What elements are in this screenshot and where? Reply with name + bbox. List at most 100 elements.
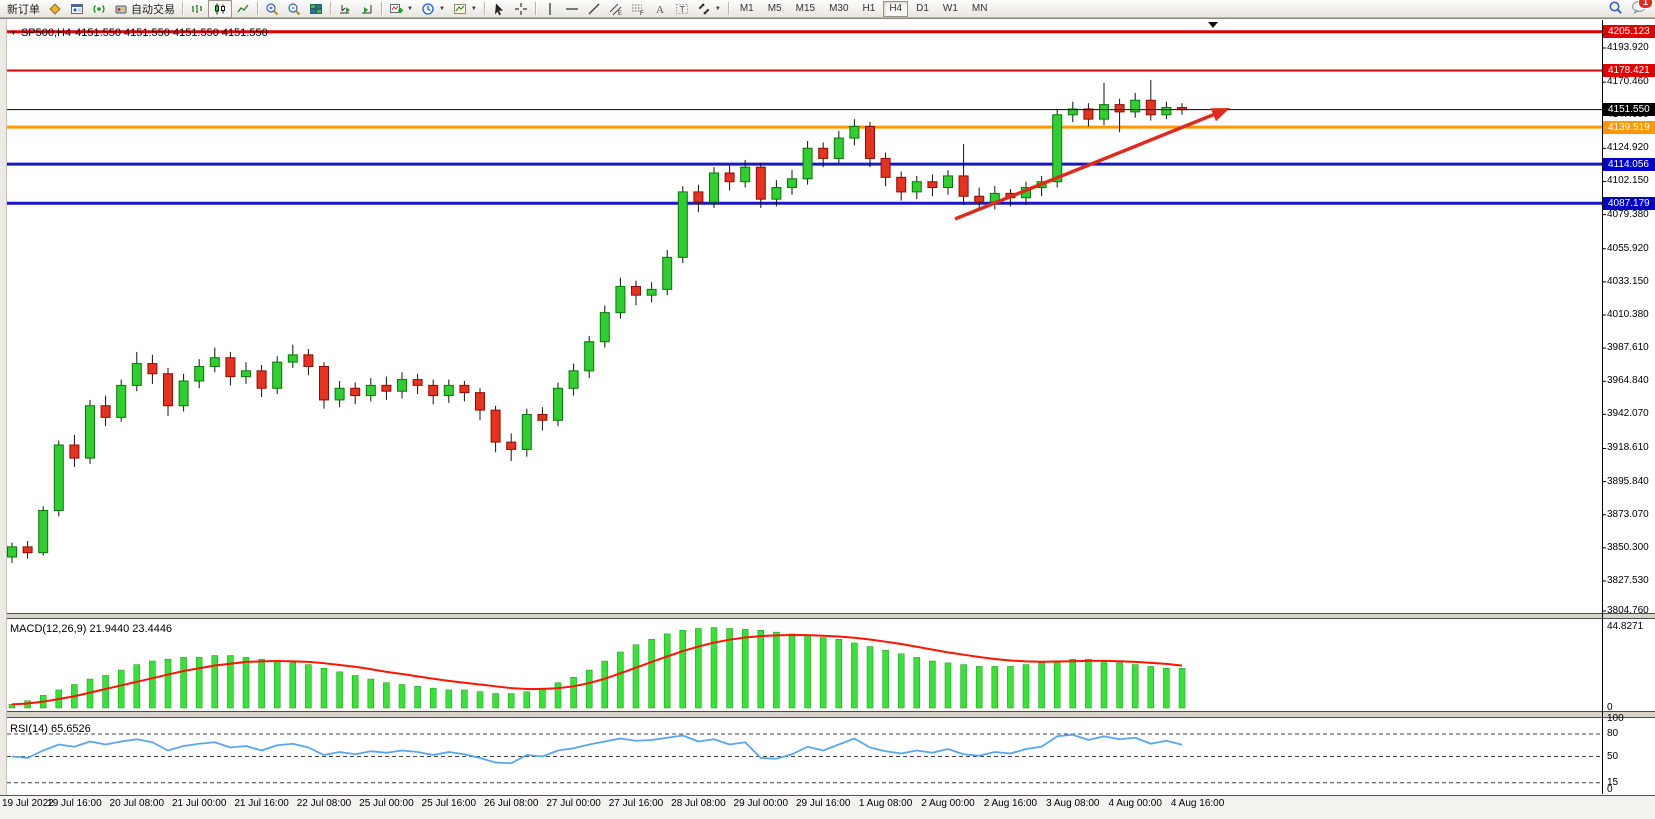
time-axis[interactable]	[0, 795, 1655, 819]
line-chart-type-icon[interactable]	[232, 1, 254, 17]
candlestick	[849, 125, 860, 139]
bar-chart-type-icon[interactable]	[186, 1, 208, 17]
price-tick-label: 4033.150	[1607, 275, 1649, 287]
templates-button[interactable]: ▼	[449, 1, 481, 17]
autotrade-button[interactable]: 自动交易	[110, 1, 179, 17]
trendline-tool-icon[interactable]	[583, 1, 605, 17]
macd-histogram-bar	[1147, 666, 1155, 709]
timeframe-button-m5[interactable]: M5	[767, 2, 782, 14]
candlestick	[178, 380, 189, 407]
svg-text:F: F	[640, 11, 644, 16]
macd-histogram-bar	[523, 691, 531, 709]
notifications-button[interactable]: 1	[1631, 0, 1653, 17]
timeframe-button-h4[interactable]: H4	[883, 0, 909, 17]
date-tick-label: 21 Jul 00:00	[171, 798, 227, 809]
horizontal-line-tool-icon[interactable]	[561, 1, 583, 17]
candlestick	[85, 405, 95, 459]
candlestick	[631, 285, 641, 296]
macd-histogram-bar	[149, 660, 156, 709]
timeframe-button-d1[interactable]: D1	[916, 2, 929, 14]
macd-histogram-bar	[554, 682, 562, 709]
toolbar-separator	[534, 2, 536, 15]
search-icon[interactable]	[1608, 0, 1623, 18]
timeframe-button-w1[interactable]: W1	[942, 2, 958, 14]
zoom-out-icon[interactable]	[283, 1, 305, 17]
macd-histogram-bar	[929, 660, 936, 709]
timeframe-button-mn[interactable]: MN	[971, 2, 988, 14]
price-tick-label: 3964.840	[1607, 375, 1649, 387]
news-broadcast-icon[interactable]	[88, 1, 110, 17]
candlestick-chart-type-icon[interactable]	[208, 0, 232, 18]
candlestick	[662, 256, 673, 290]
auto-scroll-icon[interactable]	[334, 1, 356, 17]
cursor-tool-icon[interactable]	[488, 1, 510, 17]
text-tool-icon[interactable]: A	[649, 1, 671, 17]
channel-tool-icon[interactable]: E	[605, 1, 627, 17]
macd-histogram-bar	[1116, 662, 1123, 709]
rsi-tick-label: 50	[1607, 750, 1619, 762]
panel-splitter[interactable]	[0, 614, 1655, 618]
fibonacci-tool-icon[interactable]: F	[627, 1, 649, 17]
macd-histogram-bar	[398, 684, 406, 709]
terminal-window-icon[interactable]	[66, 1, 88, 17]
macd-histogram-bar	[819, 637, 827, 709]
macd-histogram-bar	[289, 662, 297, 709]
chevron-down-icon: ▼	[10, 29, 17, 37]
periods-clock-button[interactable]: ▼	[417, 1, 449, 17]
panel-splitter[interactable]	[0, 712, 1655, 717]
timeframe-button-m1[interactable]: M1	[739, 2, 754, 14]
price-tick-label: 4102.150	[1607, 175, 1649, 187]
macd-histogram-bar	[211, 655, 219, 709]
chart-profile-icon[interactable]	[44, 1, 66, 17]
tile-windows-icon[interactable]	[305, 1, 327, 17]
candlestick	[272, 361, 283, 389]
macd-histogram-bar	[632, 644, 640, 709]
timeframe-button-m15[interactable]: M15	[795, 2, 816, 14]
new-order-button[interactable]: 新订单	[3, 1, 44, 17]
price-tick-label: 3827.530	[1607, 574, 1649, 586]
date-tick-label: 29 Jul 00:00	[733, 798, 789, 809]
candlestick	[319, 365, 329, 401]
candlestick	[787, 178, 797, 189]
candlestick	[1130, 99, 1141, 113]
macd-histogram-bar	[991, 666, 999, 709]
timeframe-button-h1[interactable]: H1	[862, 2, 876, 14]
vertical-line-tool-icon[interactable]	[539, 1, 561, 17]
date-tick-label: 2 Aug 00:00	[921, 798, 975, 809]
macd-histogram-bar	[804, 635, 811, 709]
price-tick-label: 3942.070	[1607, 408, 1649, 420]
macd-tick-label: 44.8271	[1607, 620, 1644, 632]
date-tick-label: 21 Jul 16:00	[234, 798, 289, 809]
add-indicator-button[interactable]: ▼	[385, 1, 417, 17]
chevron-down-icon: ▼	[438, 5, 445, 12]
macd-histogram-bar	[726, 628, 733, 709]
candlestick	[350, 387, 361, 397]
zoom-in-icon[interactable]	[261, 1, 283, 17]
macd-tick-label: 0	[1607, 702, 1613, 713]
arrows-tool-button[interactable]: ▼	[693, 1, 725, 17]
trend-arrow-head[interactable]	[1210, 108, 1230, 122]
rsi-tick-label: 100	[1607, 713, 1624, 724]
chart-symbol-title[interactable]: ▼ SP500,H4 4151.550 4151.550 4151.550 41…	[10, 27, 268, 39]
crosshair-tool-icon[interactable]	[510, 1, 532, 17]
price-badge: 4139.519	[1603, 120, 1655, 134]
macd-histogram-bar	[897, 653, 905, 709]
candlestick	[22, 546, 33, 554]
macd-histogram-bar	[570, 677, 577, 709]
candlestick	[428, 384, 439, 397]
date-tick-label: 27 Jul 16:00	[608, 798, 664, 809]
timeframe-button-m30[interactable]: M30	[829, 2, 849, 14]
candlestick	[771, 187, 782, 200]
trend-arrow-line[interactable]	[954, 113, 1214, 221]
timeframe-switcher: M1 M5 M15 M30 H1 H4 D1 W1 MN	[734, 0, 994, 17]
label-tool-icon[interactable]: T	[671, 1, 693, 17]
candlestick	[709, 172, 719, 203]
macd-histogram-bar	[102, 675, 109, 709]
chart-canvas[interactable]	[0, 19, 1655, 818]
macd-histogram-bar	[445, 689, 453, 709]
candlestick	[724, 172, 735, 183]
candlestick	[677, 191, 688, 258]
chart-shift-icon[interactable]	[356, 1, 378, 17]
candlestick	[163, 373, 173, 407]
macd-histogram-bar	[273, 660, 281, 709]
